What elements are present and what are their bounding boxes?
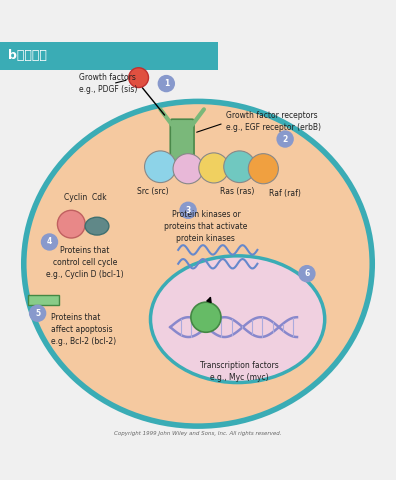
Circle shape [191,302,221,332]
Circle shape [298,265,316,282]
Text: b便民查询: b便民查询 [8,49,47,62]
Text: Copyright 1999 John Wiley and Sons, Inc. All rights reserved.: Copyright 1999 John Wiley and Sons, Inc.… [114,431,282,436]
Text: Ras (ras): Ras (ras) [221,187,255,195]
Text: Growth factor receptors
e.g., EGF receptor (erbB): Growth factor receptors e.g., EGF recept… [226,111,321,132]
Text: Protein kinases or
proteins that activate
protein kinases: Protein kinases or proteins that activat… [164,210,248,243]
Circle shape [41,233,58,251]
Text: 6: 6 [304,269,310,278]
Text: 2: 2 [282,134,288,144]
Circle shape [173,154,203,184]
Text: Proteins that
control cell cycle
e.g., Cyclin D (bcl-1): Proteins that control cell cycle e.g., C… [46,246,124,278]
Text: 5: 5 [35,309,40,318]
Text: Proteins that
affect apoptosis
e.g., Bcl-2 (bcl-2): Proteins that affect apoptosis e.g., Bcl… [51,313,116,346]
Circle shape [29,304,46,322]
Circle shape [129,68,148,87]
Ellipse shape [85,217,109,235]
Text: Growth factors
e.g., PDGF (sis): Growth factors e.g., PDGF (sis) [79,73,137,94]
Circle shape [179,202,197,219]
Circle shape [248,154,278,184]
Ellipse shape [24,101,372,426]
Text: 4: 4 [47,238,52,247]
Text: 1: 1 [164,79,169,88]
FancyBboxPatch shape [0,42,218,70]
Text: Src (src): Src (src) [137,187,168,195]
Circle shape [57,210,85,238]
Circle shape [276,130,294,148]
FancyBboxPatch shape [170,119,194,171]
Text: Transcription factors
e.g., Myc (myc): Transcription factors e.g., Myc (myc) [200,361,279,382]
Text: 3: 3 [185,206,191,215]
Text: Cyclin  Cdk: Cyclin Cdk [64,193,107,203]
Bar [28,295,59,305]
Circle shape [199,153,229,183]
Circle shape [145,151,176,182]
Ellipse shape [150,256,325,383]
Circle shape [224,151,255,182]
Circle shape [158,75,175,92]
Text: Raf (raf): Raf (raf) [269,189,301,198]
